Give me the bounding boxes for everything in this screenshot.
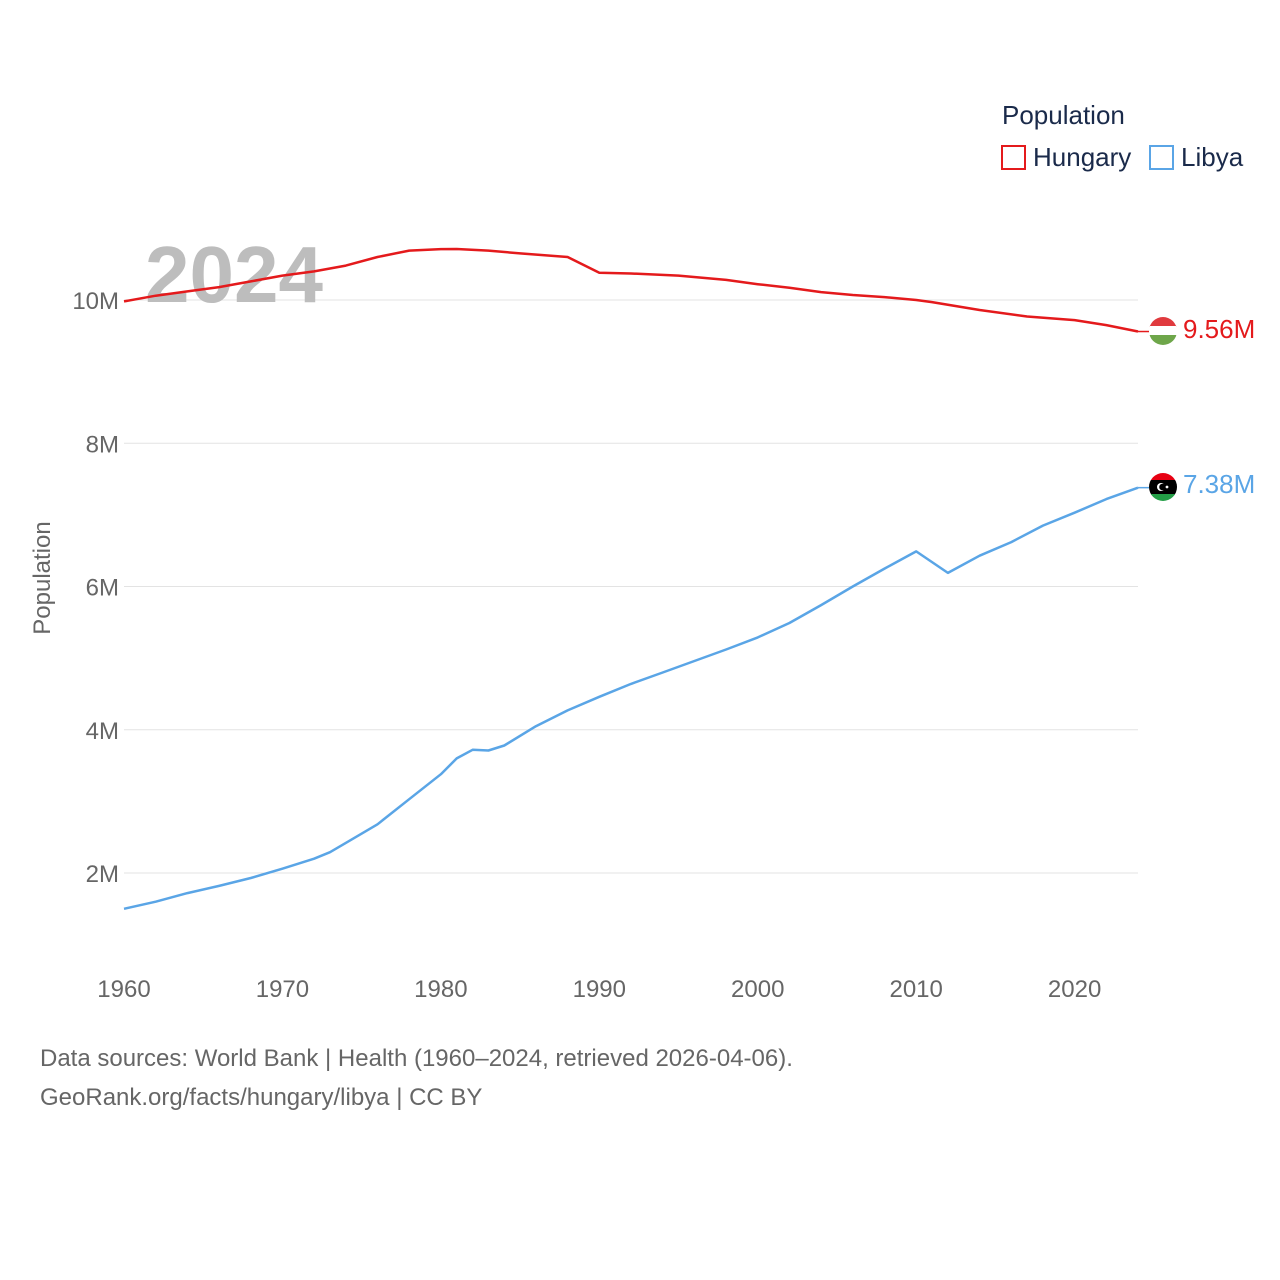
footer-attribution: GeoRank.org/facts/hungary/libya | CC BY	[40, 1084, 483, 1111]
x-tick-label: 1970	[256, 976, 309, 1003]
legend-label-libya: Libya	[1181, 142, 1244, 172]
y-tick-label: 10M	[72, 288, 119, 315]
grid-lines	[124, 299, 1138, 874]
legend-swatch-hungary	[1001, 145, 1026, 170]
y-tick-label: 2M	[86, 861, 119, 888]
series-lines	[123, 247, 1149, 911]
x-tick-label: 2010	[889, 976, 942, 1003]
x-tick-label: 1980	[414, 976, 467, 1003]
legend-label-hungary: Hungary	[1033, 142, 1131, 172]
x-tick-label: 1960	[97, 976, 150, 1003]
y-tick-label: 8M	[86, 431, 119, 458]
y-axis-title: Population	[29, 521, 56, 634]
end-label-libya: 7.38M	[1183, 469, 1255, 499]
legend-title: Population	[1002, 100, 1125, 130]
y-tick-label: 6M	[86, 575, 119, 602]
series-line-libya	[123, 486, 1139, 911]
x-axis-ticks: 1960 1970 1980 1990 2000 2010 2020	[97, 976, 1101, 1003]
legend: Population Hungary Libya	[1001, 100, 1244, 172]
libya-flag-icon	[1149, 473, 1177, 501]
x-tick-label: 1990	[573, 976, 626, 1003]
x-tick-label: 2000	[731, 976, 784, 1003]
y-axis-ticks: 2M 4M 6M 8M 10M	[72, 288, 119, 888]
hungary-flag-icon	[1149, 317, 1177, 345]
y-tick-label: 4M	[86, 718, 119, 745]
end-label-hungary: 9.56M	[1183, 314, 1255, 344]
footer-sources: Data sources: World Bank | Health (1960–…	[40, 1045, 793, 1072]
x-tick-label: 2020	[1048, 976, 1101, 1003]
series-line-hungary	[123, 247, 1139, 333]
legend-swatch-libya	[1149, 145, 1174, 170]
